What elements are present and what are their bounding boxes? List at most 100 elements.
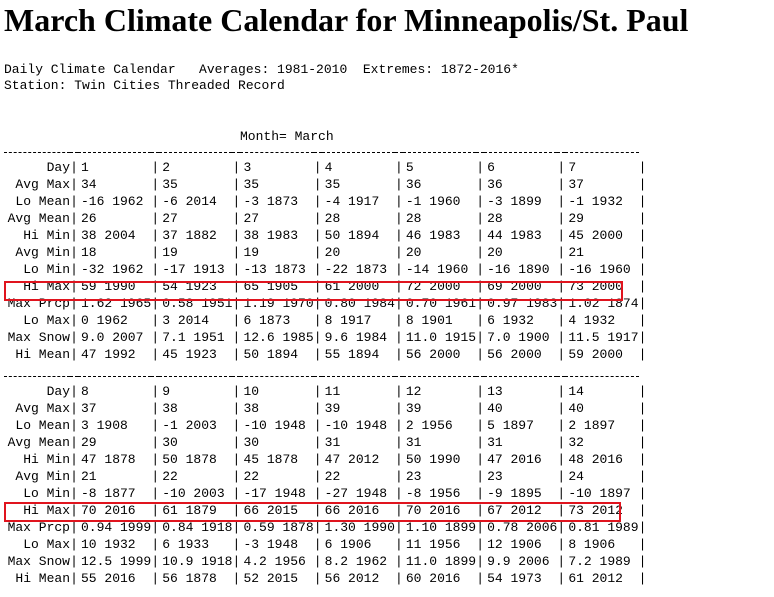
column-separator: |	[151, 279, 160, 294]
column-separator: |	[313, 245, 322, 260]
column-separator: |	[232, 245, 241, 260]
column-separator: |	[394, 279, 403, 294]
table-row-hi-min: Hi Min | 38 2004 | 37 1882 | 38 1983 | 50 1894 | 4…	[4, 227, 647, 244]
value-cell: 11.0 1915	[405, 330, 477, 345]
value-cell: 20	[324, 245, 341, 260]
value-cell: 23	[405, 469, 422, 484]
column-separator: |	[232, 503, 241, 518]
table-row-max-prcp: Max Prcp | 0.94 1999 | 0.84 1918 | 0.59 1878 | 1…	[4, 519, 647, 536]
column-separator: |	[476, 401, 484, 416]
value-cell: 28	[324, 211, 341, 226]
column-separator: |	[394, 401, 403, 416]
value-cell: -22 1873	[324, 262, 388, 277]
column-separator: |	[151, 384, 160, 399]
column-separator: |	[313, 313, 322, 328]
value-cell: 23	[487, 469, 503, 484]
column-separator: |	[557, 330, 566, 345]
table-row-lo-mean: Lo Mean | 3 1908 | -1 2003 | -10 1948 | -10 1948…	[4, 417, 647, 434]
value-cell: 11.0 1899	[405, 554, 477, 569]
column-separator: |	[638, 384, 647, 399]
value-cell: 37 1882	[162, 228, 217, 243]
month-label-line: Month= March	[4, 129, 334, 145]
column-separator: |	[151, 520, 160, 535]
column-separator: |	[232, 537, 241, 552]
table-row-max-prcp: Max Prcp | 1.62 1965 | 0.58 1951 | 1.19 1970 | 0…	[4, 295, 647, 312]
column-separator: |	[638, 401, 647, 416]
column-separator: |	[313, 486, 322, 501]
column-separator: |	[232, 347, 241, 362]
value-cell: 50 1894	[243, 347, 299, 362]
value-cell: -8 1877	[81, 486, 136, 501]
value-cell: 29	[81, 435, 97, 450]
column-separator: |	[638, 313, 647, 328]
value-cell: 56 2012	[324, 571, 380, 586]
column-separator: |	[476, 554, 484, 569]
column-separator: |	[557, 194, 566, 209]
row-label: Avg Mean	[7, 211, 70, 226]
column-separator: |	[70, 296, 78, 311]
value-cell: 28	[487, 211, 503, 226]
value-cell: 50 1878	[162, 452, 217, 467]
column-separator: |	[476, 452, 484, 467]
value-cell: 9.6 1984	[324, 330, 388, 345]
value-cell: -27 1948	[324, 486, 388, 501]
value-cell: -9 1895	[487, 486, 542, 501]
column-separator: |	[476, 384, 484, 399]
value-cell: 54 1973	[487, 571, 542, 586]
value-cell: 66 2016	[324, 503, 380, 518]
row-label: Max Prcp	[7, 296, 70, 311]
column-separator: |	[476, 520, 484, 535]
header-line-averages: Daily Climate Calendar Averages: 1981-20…	[4, 62, 519, 77]
value-cell: 11.5 1917	[568, 330, 639, 345]
column-separator: |	[638, 330, 647, 345]
value-cell: 35	[243, 177, 260, 192]
column-separator: |	[151, 418, 160, 433]
value-cell: 56 1878	[162, 571, 217, 586]
value-cell: 70 2016	[81, 503, 136, 518]
column-separator: |	[394, 435, 403, 450]
column-separator: |	[638, 194, 647, 209]
column-separator: |	[394, 228, 403, 243]
column-separator: |	[557, 537, 566, 552]
value-cell: 0.78 2006	[487, 520, 558, 535]
day-number: 10	[243, 384, 260, 399]
column-separator: |	[557, 401, 566, 416]
column-separator: |	[232, 194, 241, 209]
value-cell: 45 1878	[243, 452, 299, 467]
value-cell: 46 1983	[405, 228, 461, 243]
value-cell: 29	[568, 211, 584, 226]
value-cell: 65 1905	[243, 279, 299, 294]
day-number: 14	[568, 384, 584, 399]
column-separator: |	[70, 330, 78, 345]
column-separator: |	[557, 435, 566, 450]
column-separator: |	[70, 228, 78, 243]
column-separator: |	[557, 469, 566, 484]
value-cell: 38 2004	[81, 228, 136, 243]
column-separator: |	[232, 313, 241, 328]
value-cell: -10 2003	[162, 486, 225, 501]
value-cell: 0.97 1983	[487, 296, 558, 311]
column-separator: |	[476, 486, 484, 501]
row-label: Lo Max	[23, 313, 70, 328]
column-separator: |	[476, 571, 484, 586]
value-cell: 38	[243, 401, 260, 416]
value-cell: 0.80 1984	[324, 296, 395, 311]
column-separator: |	[557, 347, 566, 362]
value-cell: 31	[405, 435, 422, 450]
column-separator: |	[70, 211, 78, 226]
month-label: Month= March	[240, 129, 334, 144]
dashed-divider	[4, 152, 647, 159]
table-row-hi-max: Hi Max | 59 1990 | 54 1923 | 65 1905 | 61 2000 | 7…	[4, 278, 647, 295]
column-separator: |	[476, 418, 484, 433]
value-cell: 45 2000	[568, 228, 623, 243]
column-separator: |	[70, 384, 78, 399]
value-cell: 40	[487, 401, 503, 416]
table-row-lo-mean: Lo Mean | -16 1962 | -6 2014 | -3 1873 | -4 1917…	[4, 193, 647, 210]
value-cell: -16 1960	[568, 262, 631, 277]
day-number: 3	[243, 160, 252, 175]
column-separator: |	[394, 554, 403, 569]
row-label: Avg Max	[15, 177, 70, 192]
column-separator: |	[394, 469, 403, 484]
climate-table-week2: Day | 8 | 9 | 10 | 11 | 12 | 13 | 14 | Avg Max | 37 | 38 | 38 |…	[4, 376, 647, 587]
column-separator: |	[638, 262, 647, 277]
